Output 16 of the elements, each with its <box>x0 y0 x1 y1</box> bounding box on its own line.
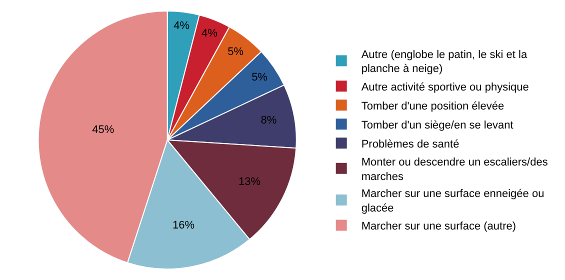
data-label: 45% <box>92 124 114 136</box>
legend-label: Marcher sur une surface enneigée ou glacée <box>361 188 544 214</box>
legend-label: Monter ou descendre un escaliers/des marches <box>361 156 548 183</box>
data-label: 16% <box>172 220 195 232</box>
data-label: 8% <box>260 114 277 127</box>
data-label: 4% <box>201 27 218 40</box>
legend-label: Tomber d'un siège/en se levant <box>361 119 514 132</box>
legend-label: Autre (englobe le patin, le ski et la planche à neige) <box>361 48 528 76</box>
data-label: 5% <box>252 71 268 84</box>
data-label: 4% <box>174 20 190 32</box>
data-label: 13% <box>238 176 261 188</box>
legend-label: Tomber d'une position élevée <box>361 100 504 112</box>
legend-label: Marcher sur une surface (autre) <box>361 220 516 233</box>
data-label: 5% <box>228 46 244 58</box>
legend-label: Problèmes de santé <box>361 138 460 150</box>
legend-label: Autre activité sportive ou physique <box>361 81 529 94</box>
